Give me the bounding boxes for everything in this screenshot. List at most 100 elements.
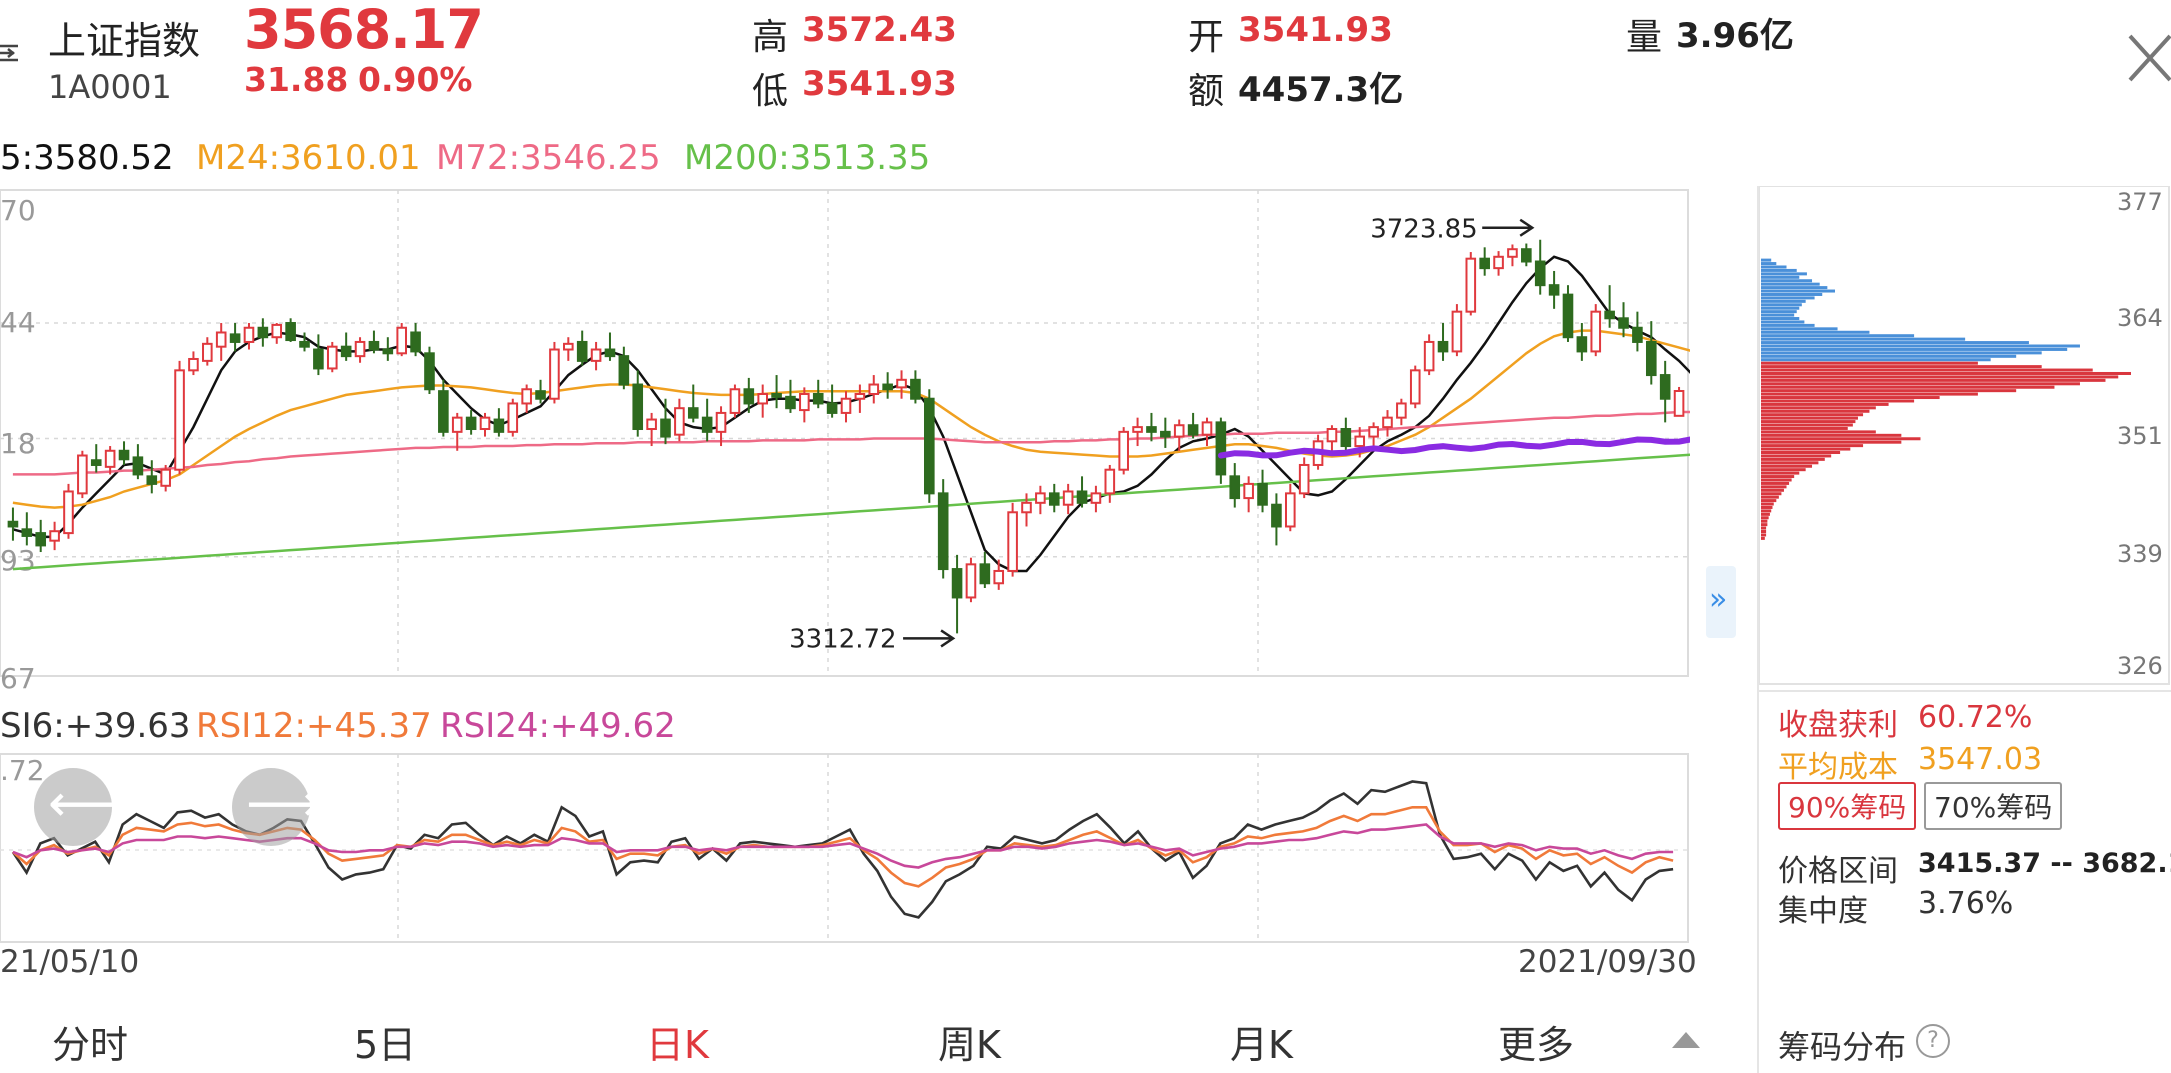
tab-monthly-k[interactable]: 月K bbox=[1230, 1023, 1293, 1067]
candle-up bbox=[1021, 501, 1032, 514]
candle-up bbox=[1354, 435, 1366, 448]
chip-bar-loss bbox=[1761, 313, 1795, 317]
date-end: 2021/09/30 bbox=[1518, 944, 1697, 980]
candle-up bbox=[1326, 428, 1338, 443]
chip-bar-profit bbox=[1761, 502, 1774, 506]
collapse-icon[interactable] bbox=[0, 38, 22, 72]
candle-down bbox=[785, 395, 796, 410]
candle-down bbox=[424, 352, 435, 391]
ma-line-m200 bbox=[12, 453, 1690, 571]
candle-down bbox=[1604, 310, 1615, 320]
candle-down bbox=[1632, 326, 1643, 343]
candle-up bbox=[507, 402, 519, 433]
candle-down bbox=[1146, 426, 1157, 433]
candle-down bbox=[1160, 430, 1171, 438]
rsi6-legend: SI6:+39.63 bbox=[0, 706, 191, 746]
tab-daily-k[interactable]: 日K bbox=[646, 1023, 709, 1067]
y-tick-label: 70 bbox=[0, 194, 36, 227]
candle-up bbox=[271, 323, 283, 339]
candle-up bbox=[993, 569, 1005, 585]
candle-down bbox=[465, 416, 477, 431]
chip-bar-profit bbox=[1761, 420, 1856, 424]
date-start: 21/05/10 bbox=[0, 944, 140, 980]
ma200-legend: M200:3513.35 bbox=[684, 138, 931, 178]
candle-up bbox=[674, 407, 685, 436]
low-annotation-arrow bbox=[903, 629, 956, 648]
close-icon[interactable] bbox=[2124, 30, 2171, 90]
candle-down bbox=[979, 563, 991, 585]
low-label: 低 bbox=[752, 71, 789, 112]
chip-bar-profit bbox=[1761, 509, 1772, 513]
chip-bar-profit bbox=[1761, 464, 1813, 468]
rsi-top-label: .72 bbox=[0, 754, 45, 787]
chip-bar-profit bbox=[1761, 444, 1864, 448]
chip-90-button[interactable]: 90%筹码 bbox=[1778, 782, 1917, 830]
chip-bar-loss bbox=[1761, 354, 2017, 358]
candle-down bbox=[368, 340, 380, 351]
candle-down bbox=[604, 348, 616, 358]
candle-up bbox=[1465, 257, 1477, 313]
candle-down bbox=[1048, 492, 1060, 506]
next-period-button[interactable]: ⟶ bbox=[232, 768, 321, 846]
chip-bar-profit bbox=[1761, 430, 1876, 434]
candle-down bbox=[229, 333, 241, 343]
chip-bar-profit bbox=[1761, 530, 1767, 534]
candle-down bbox=[576, 340, 588, 362]
chip-bar-profit bbox=[1761, 399, 1915, 403]
candle-up bbox=[396, 326, 408, 355]
chip-bar-profit bbox=[1761, 375, 2119, 379]
candle-down bbox=[687, 407, 699, 419]
candle-down bbox=[1215, 421, 1227, 476]
chip-bar-profit bbox=[1761, 371, 2131, 375]
chip-bar-loss bbox=[1761, 347, 2068, 351]
chip-bar-profit bbox=[1761, 485, 1787, 489]
candle-up bbox=[1007, 511, 1018, 572]
candle-up bbox=[896, 378, 907, 389]
candle-up bbox=[1493, 255, 1504, 270]
range-value: 3415.37 -- 3682.15 bbox=[1918, 848, 2171, 879]
candle-up bbox=[49, 530, 60, 542]
chip-bar-loss bbox=[1761, 296, 1815, 300]
chip-bar-loss bbox=[1761, 341, 2029, 345]
candle-up bbox=[77, 454, 88, 495]
kline-chart[interactable]: 70 44 18 93 67 3723.85 3312.72 bbox=[0, 186, 1690, 690]
chip-bar-loss bbox=[1761, 265, 1787, 269]
candle-up bbox=[1062, 490, 1074, 506]
chip-bar-loss bbox=[1761, 282, 1820, 286]
double-chevron-right-icon: » bbox=[1709, 582, 1728, 617]
candle-down bbox=[1618, 317, 1629, 329]
chip-panel-title: 筹码分布 bbox=[1778, 1028, 1907, 1066]
candle-down bbox=[1479, 257, 1490, 270]
chip-bar-loss bbox=[1761, 310, 1797, 314]
help-icon[interactable]: ? bbox=[1916, 1024, 1950, 1058]
ma-line-m72 bbox=[12, 410, 1690, 476]
candle-up bbox=[479, 416, 491, 431]
chip-bar-loss bbox=[1761, 279, 1813, 283]
candle-up bbox=[160, 468, 171, 487]
chip-bar-profit bbox=[1761, 468, 1806, 472]
concentration-label: 集中度 bbox=[1778, 894, 1868, 929]
candle-up bbox=[188, 357, 199, 372]
chip-70-button[interactable]: 70%筹码 bbox=[1924, 782, 2063, 830]
chip-bar-profit bbox=[1761, 392, 1978, 396]
candle-up bbox=[521, 388, 532, 405]
candle-down bbox=[1562, 293, 1574, 339]
tab-5day[interactable]: 5日 bbox=[354, 1023, 417, 1067]
tab-more[interactable]: 更多 bbox=[1498, 1023, 1575, 1067]
avg-cost-label: 平均成本 bbox=[1778, 750, 1898, 785]
chip-bar-loss bbox=[1761, 303, 1802, 307]
candle-up bbox=[202, 342, 213, 362]
tab-weekly-k[interactable]: 周K bbox=[938, 1023, 1001, 1067]
expand-panel-button[interactable]: » bbox=[1706, 566, 1736, 638]
caret-up-icon[interactable] bbox=[1672, 1032, 1700, 1048]
y-tick-label: 93 bbox=[0, 544, 36, 577]
candle-down bbox=[937, 492, 949, 571]
tab-intraday[interactable]: 分时 bbox=[52, 1023, 129, 1067]
avg-cost-value: 3547.03 bbox=[1918, 742, 2043, 777]
range-label: 价格区间 bbox=[1778, 854, 1898, 889]
candle-down bbox=[1659, 374, 1671, 400]
candle-up bbox=[646, 418, 657, 431]
prev-period-button[interactable]: ⟵ bbox=[34, 768, 123, 846]
ma5-legend: 5:3580.52 bbox=[0, 138, 174, 178]
chip-bar-profit bbox=[1761, 385, 2055, 389]
